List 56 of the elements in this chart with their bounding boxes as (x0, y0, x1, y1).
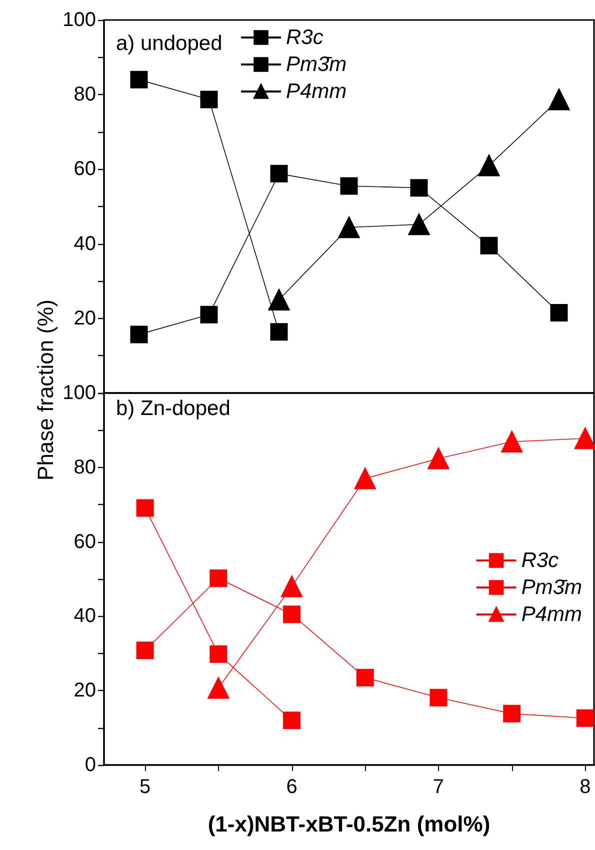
point (270, 323, 288, 341)
y-tick-label: 100 (62, 382, 96, 404)
point (136, 642, 154, 660)
point (480, 236, 498, 254)
point (270, 164, 288, 182)
y-tick-label: 0 (84, 754, 96, 776)
point (208, 677, 230, 699)
legend-label: P4mm (286, 80, 347, 103)
point (200, 90, 218, 108)
point (548, 88, 570, 110)
point (550, 304, 568, 322)
point (428, 448, 450, 470)
point (338, 216, 360, 238)
point (410, 179, 428, 197)
y-tick-label: 80 (74, 84, 96, 106)
legend-label: R3c (286, 26, 324, 49)
point (130, 326, 148, 344)
point (574, 428, 595, 450)
point (340, 177, 358, 195)
y-tick-label: 40 (74, 232, 96, 255)
point (200, 306, 218, 324)
point (210, 570, 228, 588)
point (478, 154, 500, 176)
point (281, 576, 303, 598)
y-tick-label: 80 (74, 456, 96, 478)
x-tick-label: 6 (286, 776, 298, 798)
point (283, 606, 301, 624)
legend-label: Pm3̄m (286, 53, 347, 76)
x-axis-title: (1-x)NBT-xBT-0.5Zn (mol%) (208, 812, 490, 836)
point (283, 712, 301, 730)
point (354, 468, 376, 490)
y-tick-label: 20 (74, 680, 96, 702)
point (210, 645, 228, 663)
point (268, 289, 290, 310)
point (430, 688, 448, 706)
point (501, 430, 523, 452)
legend-label: Pm3̄m (521, 576, 582, 599)
y-tick-label: 60 (74, 158, 96, 180)
point (576, 709, 594, 727)
legend-label: P4mm (521, 603, 582, 626)
point (130, 70, 148, 88)
y-tick-label: 100 (62, 9, 96, 31)
annotation: a) undoped (116, 32, 222, 55)
x-tick-label: 5 (140, 776, 151, 798)
y-tick-label: 20 (74, 307, 96, 330)
x-tick-label: 8 (580, 776, 591, 798)
y-tick-label: 60 (74, 530, 96, 553)
point (136, 499, 154, 517)
annotation: b) Zn-doped (116, 397, 230, 420)
y-axis-title: Phase fraction (%) (33, 300, 59, 480)
point (356, 668, 374, 686)
legend-label: R3c (521, 549, 560, 572)
point (503, 704, 521, 722)
y-tick-label: 40 (74, 605, 96, 628)
point (408, 214, 430, 236)
x-tick-label: 7 (432, 776, 444, 798)
